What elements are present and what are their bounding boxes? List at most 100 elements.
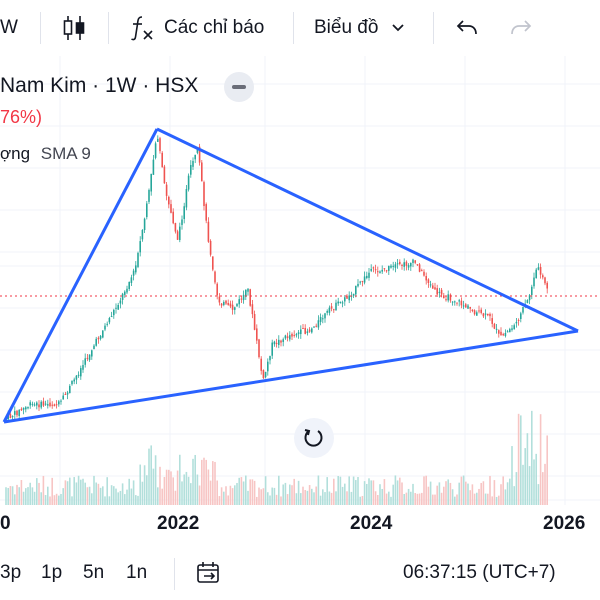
candle-body bbox=[260, 358, 262, 371]
candle-body bbox=[172, 211, 174, 224]
undo-button[interactable] bbox=[456, 0, 478, 56]
volume-bars bbox=[5, 410, 548, 505]
volume-bar bbox=[445, 481, 447, 505]
volume-bar bbox=[165, 469, 168, 505]
chevron-down-icon bbox=[392, 24, 405, 32]
volume-bar bbox=[522, 464, 524, 505]
volume-bar bbox=[203, 457, 205, 505]
volume-legend[interactable]: ợng SMA 9 bbox=[0, 144, 91, 164]
volume-bar bbox=[377, 494, 379, 505]
candle-body bbox=[51, 404, 53, 406]
candle-body bbox=[456, 302, 458, 304]
candle-body bbox=[478, 310, 480, 312]
volume-bar bbox=[339, 476, 342, 505]
volume-bar bbox=[115, 488, 117, 505]
candle-body bbox=[36, 402, 38, 406]
symbol-title[interactable]: Nam Kim · 1W · HSX bbox=[0, 74, 199, 97]
volume-bar bbox=[157, 487, 159, 505]
candle-body bbox=[469, 306, 471, 309]
volume-bar bbox=[513, 486, 515, 505]
volume-bar bbox=[352, 476, 355, 505]
clock-timezone-button[interactable]: 06:37:15 (UTC+7) bbox=[403, 550, 556, 596]
interval-button[interactable]: W bbox=[0, 0, 18, 56]
candle-body bbox=[379, 271, 381, 273]
candle-body bbox=[227, 302, 229, 305]
candle-body bbox=[515, 321, 518, 324]
volume-bar bbox=[487, 493, 489, 505]
candle-body bbox=[460, 300, 463, 306]
candle-style-button[interactable] bbox=[62, 0, 86, 56]
candle-body bbox=[106, 323, 108, 325]
volume-bar bbox=[478, 488, 480, 505]
volume-bar bbox=[172, 477, 174, 505]
volume-bar bbox=[278, 475, 280, 505]
volume-bar bbox=[289, 484, 291, 505]
range-label: 5n bbox=[83, 562, 105, 583]
volume-bar bbox=[535, 453, 537, 505]
range-button-3p[interactable]: 3p bbox=[0, 550, 21, 596]
volume-bar bbox=[240, 477, 243, 505]
volume-bar bbox=[49, 496, 51, 505]
candle-body bbox=[394, 264, 397, 268]
volume-bar bbox=[16, 484, 18, 505]
volume-bar bbox=[214, 461, 216, 505]
indicators-button[interactable]: Các chỉ báo bbox=[130, 0, 264, 56]
candle-body bbox=[179, 226, 181, 241]
volume-bar bbox=[249, 479, 251, 505]
candle-body bbox=[416, 264, 419, 266]
candle-body bbox=[18, 409, 20, 416]
volume-bar bbox=[319, 495, 322, 505]
candle-body bbox=[62, 395, 64, 400]
collapse-legend-button[interactable] bbox=[224, 72, 254, 102]
volume-bar bbox=[205, 459, 207, 505]
candle-body bbox=[372, 267, 375, 269]
candlesticks bbox=[5, 135, 548, 423]
volume-bar bbox=[311, 488, 313, 505]
range-button-1p[interactable]: 1p bbox=[41, 550, 62, 596]
candle-body bbox=[480, 309, 482, 313]
candle-body bbox=[86, 357, 89, 359]
volume-bar bbox=[95, 482, 97, 505]
candle-body bbox=[328, 307, 331, 313]
volume-bar bbox=[238, 477, 240, 505]
redo-button[interactable] bbox=[510, 0, 532, 56]
volume-bar bbox=[515, 472, 518, 505]
candle-body bbox=[471, 309, 474, 311]
volume-bar bbox=[357, 477, 359, 505]
candle-body bbox=[126, 288, 128, 293]
volume-bar bbox=[27, 487, 29, 505]
candle-body bbox=[341, 302, 344, 304]
redo-icon bbox=[511, 20, 532, 35]
volume-bar bbox=[93, 475, 95, 505]
volume-bar bbox=[251, 479, 254, 505]
chart-type-button[interactable]: Biểu đồ bbox=[314, 0, 406, 56]
volume-bar bbox=[121, 483, 124, 505]
candle-body bbox=[159, 138, 161, 152]
candle-body bbox=[451, 301, 454, 303]
candle-body bbox=[280, 340, 282, 343]
volume-bar bbox=[18, 487, 20, 505]
volume-bar bbox=[454, 496, 456, 505]
price-chart[interactable] bbox=[0, 56, 600, 546]
candle-body bbox=[335, 302, 337, 311]
candle-body bbox=[405, 261, 408, 266]
range-button-1n[interactable]: 1n bbox=[126, 550, 147, 596]
volume-bar bbox=[71, 496, 73, 505]
volume-bar bbox=[187, 476, 190, 505]
goto-date-button[interactable] bbox=[196, 550, 222, 596]
candle-body bbox=[207, 221, 210, 242]
volume-bar bbox=[465, 481, 467, 505]
candle-body bbox=[293, 334, 295, 336]
candle-body bbox=[513, 325, 515, 330]
reset-chart-button[interactable] bbox=[294, 418, 334, 458]
candle-body bbox=[60, 400, 62, 402]
candle-body bbox=[146, 203, 148, 218]
candle-body bbox=[317, 320, 320, 328]
candle-body bbox=[539, 266, 542, 275]
range-button-5n[interactable]: 5n bbox=[83, 550, 104, 596]
candle-body bbox=[205, 204, 207, 221]
x-tick-partial: 0 bbox=[0, 513, 11, 534]
price-change-value: 76%) bbox=[0, 107, 43, 127]
candle-body bbox=[275, 342, 278, 345]
volume-bar bbox=[216, 480, 218, 505]
